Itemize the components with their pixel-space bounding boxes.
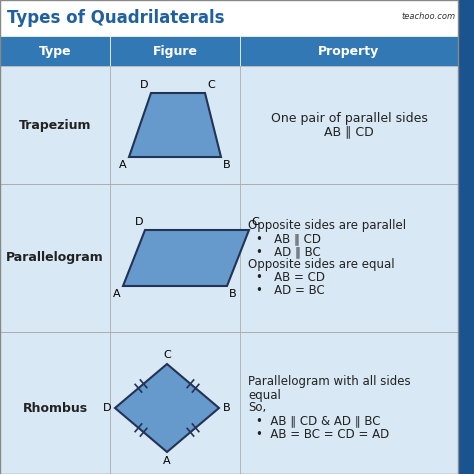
Text: D: D bbox=[135, 217, 143, 227]
Text: Opposite sides are equal: Opposite sides are equal bbox=[248, 258, 395, 271]
Text: B: B bbox=[223, 160, 231, 170]
Bar bbox=[110, 66, 240, 184]
Text: So,: So, bbox=[248, 401, 266, 414]
Text: Property: Property bbox=[319, 45, 380, 57]
Text: Figure: Figure bbox=[153, 45, 198, 57]
Text: Parallelogram with all sides: Parallelogram with all sides bbox=[248, 375, 410, 389]
Bar bbox=[110, 332, 240, 474]
Text: C: C bbox=[251, 217, 259, 227]
Text: Parallelogram: Parallelogram bbox=[6, 252, 104, 264]
Text: B: B bbox=[223, 403, 231, 413]
Text: •   AD = BC: • AD = BC bbox=[256, 284, 325, 297]
Text: C: C bbox=[163, 350, 171, 360]
Bar bbox=[240, 66, 458, 184]
Bar bbox=[458, 0, 474, 474]
Bar bbox=[110, 184, 240, 332]
Text: Type: Type bbox=[39, 45, 71, 57]
Text: teachoo.com: teachoo.com bbox=[402, 11, 456, 20]
Bar bbox=[240, 332, 458, 474]
Text: •   AD ∥ BC: • AD ∥ BC bbox=[256, 245, 321, 258]
Text: •  AB ∥ CD & AD ∥ BC: • AB ∥ CD & AD ∥ BC bbox=[256, 414, 381, 428]
Bar bbox=[0, 36, 110, 66]
Text: A: A bbox=[163, 456, 171, 466]
Polygon shape bbox=[123, 230, 249, 286]
Text: •   AB = CD: • AB = CD bbox=[256, 271, 325, 284]
Text: D: D bbox=[139, 80, 148, 90]
Text: •  AB = BC = CD = AD: • AB = BC = CD = AD bbox=[256, 428, 389, 440]
Bar bbox=[0, 0, 474, 36]
Text: Types of Quadrilaterals: Types of Quadrilaterals bbox=[7, 9, 225, 27]
Text: Trapezium: Trapezium bbox=[19, 118, 91, 131]
Text: One pair of parallel sides: One pair of parallel sides bbox=[271, 112, 428, 125]
Text: D: D bbox=[102, 403, 111, 413]
Text: A: A bbox=[113, 289, 121, 299]
Text: B: B bbox=[229, 289, 237, 299]
Bar bbox=[240, 36, 458, 66]
Polygon shape bbox=[129, 93, 221, 157]
Bar bbox=[110, 36, 240, 66]
Text: C: C bbox=[207, 80, 215, 90]
Text: •   AB ∥ CD: • AB ∥ CD bbox=[256, 232, 321, 245]
Bar bbox=[240, 184, 458, 332]
Text: equal: equal bbox=[248, 389, 281, 401]
Bar bbox=[0, 332, 110, 474]
Text: AB ∥ CD: AB ∥ CD bbox=[324, 125, 374, 138]
Bar bbox=[0, 66, 110, 184]
Text: A: A bbox=[119, 160, 127, 170]
Bar bbox=[0, 184, 110, 332]
Text: Opposite sides are parallel: Opposite sides are parallel bbox=[248, 219, 406, 232]
Text: Rhombus: Rhombus bbox=[22, 401, 88, 414]
Polygon shape bbox=[115, 364, 219, 452]
